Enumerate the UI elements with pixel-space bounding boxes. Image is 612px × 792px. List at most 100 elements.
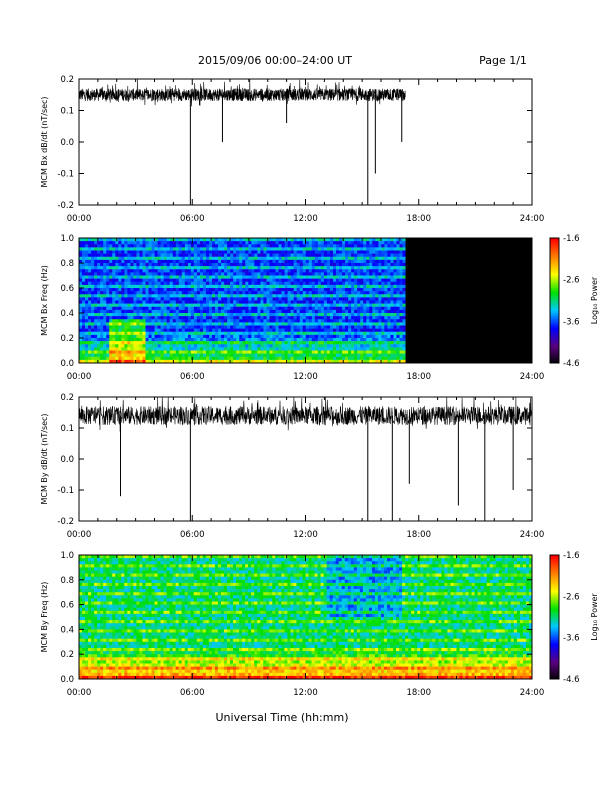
spectrogram-cell xyxy=(94,297,98,301)
spectrogram-cell xyxy=(287,558,291,562)
spectrogram-cell xyxy=(136,263,140,267)
spectrogram-cell xyxy=(342,350,346,354)
spectrogram-cell xyxy=(375,359,379,364)
spectrogram-cell xyxy=(139,259,143,264)
spectrogram-cell xyxy=(378,303,382,308)
spectrogram-cell xyxy=(242,341,246,345)
spectrogram-cell xyxy=(187,322,192,326)
spectrogram-cell xyxy=(357,353,361,358)
spectrogram-cell xyxy=(169,322,174,326)
spectrogram-cell xyxy=(272,313,276,317)
spectrogram-cell xyxy=(172,306,177,311)
spectrogram-cell xyxy=(82,344,86,348)
spectrogram-cell xyxy=(260,309,264,314)
spectrogram-cell xyxy=(342,284,346,289)
spectrogram-cell xyxy=(151,294,155,298)
spectrogram-cell xyxy=(257,555,261,559)
spectrogram-cell xyxy=(342,338,346,342)
spectrogram-cell xyxy=(336,288,340,292)
spectrogram-cell xyxy=(118,331,122,336)
spectrogram-cell xyxy=(266,316,270,320)
x-tick-label: 12:00 xyxy=(293,530,318,540)
spectrogram-cell xyxy=(100,275,104,279)
spectrogram-cell xyxy=(112,319,116,323)
spectrogram-cell xyxy=(284,350,288,354)
spectrogram-cell xyxy=(154,303,158,308)
spectrogram-cell xyxy=(211,555,216,559)
spectrogram-cell xyxy=(332,300,337,304)
spectrogram-cell xyxy=(293,325,297,329)
spectrogram-cell xyxy=(399,325,403,329)
spectrogram-cell xyxy=(233,288,237,292)
spectrogram-cell xyxy=(154,300,158,304)
spectrogram-cell xyxy=(100,238,104,242)
spectrogram-cell xyxy=(79,350,83,354)
spectrogram-cell xyxy=(399,238,403,242)
spectrogram-cell xyxy=(323,319,328,323)
spectrogram-cell xyxy=(281,313,285,317)
spectrogram-cell xyxy=(154,281,158,286)
spectrogram-cell xyxy=(332,353,337,358)
spectrogram-cell xyxy=(133,561,137,565)
spectrogram-cell xyxy=(384,269,388,273)
spectrogram-cell xyxy=(139,313,143,317)
spectrogram-cell xyxy=(187,303,192,308)
spectrogram-cell xyxy=(151,241,155,245)
spectrogram-cell xyxy=(278,356,282,361)
spectrogram-cell xyxy=(305,334,310,339)
spectrogram-cell xyxy=(202,272,207,276)
spectrogram-cell xyxy=(178,263,183,267)
spectrogram-cell xyxy=(320,309,325,314)
spectrogram-cell xyxy=(260,313,264,317)
colorbar-swatch xyxy=(550,344,559,347)
y-tick-label: -0.1 xyxy=(57,486,74,496)
spectrogram-cell xyxy=(305,300,310,304)
spectrogram-cell xyxy=(357,275,361,279)
spectrogram-cell xyxy=(224,338,228,342)
spectrogram-cell xyxy=(390,297,394,301)
spectrogram-cell xyxy=(390,316,394,320)
spectrogram-cell xyxy=(345,263,349,267)
spectrogram-cell xyxy=(290,241,294,245)
spectrogram-cell xyxy=(351,253,355,258)
spectrogram-cell xyxy=(121,306,125,311)
spectrogram-cell xyxy=(393,288,397,292)
spectrogram-cell xyxy=(272,281,276,286)
spectrogram-cell xyxy=(124,356,128,361)
spectrogram-cell xyxy=(214,555,219,559)
spectrogram-cell xyxy=(345,300,349,304)
spectrogram-cell xyxy=(193,328,198,333)
spectrogram-cell xyxy=(94,319,98,323)
spectrogram-cell xyxy=(106,322,110,326)
spectrogram-cell xyxy=(320,331,325,336)
spectrogram-cell xyxy=(242,253,246,258)
spectrogram-cell xyxy=(302,306,307,311)
spectrogram-cell xyxy=(118,344,122,348)
spectrogram-cell xyxy=(260,334,264,339)
spectrogram-cell xyxy=(342,269,346,273)
spectrogram-cell xyxy=(317,272,322,276)
spectrogram-cell xyxy=(227,288,231,292)
spectrogram-cell xyxy=(157,359,161,364)
spectrogram-cell xyxy=(236,331,240,336)
spectrogram-cell xyxy=(145,266,149,270)
spectrogram-cell xyxy=(157,272,161,276)
spectrogram-cell xyxy=(444,558,448,562)
spectrogram-cell xyxy=(115,297,119,301)
spectrogram-cell xyxy=(82,338,86,342)
spectrogram-cell xyxy=(212,350,216,354)
spectrogram-cell xyxy=(202,316,207,320)
spectrogram-cell xyxy=(202,325,207,329)
spectrogram-cell xyxy=(323,275,328,279)
spectrogram-cell xyxy=(381,281,385,286)
spectrogram-cell xyxy=(396,281,400,286)
spectrogram-cell xyxy=(88,341,92,345)
spectrogram-cell xyxy=(365,555,370,559)
spectrogram-cell xyxy=(121,555,125,559)
spectrogram-cell xyxy=(269,288,273,292)
spectrogram-cell xyxy=(193,359,198,364)
spectrogram-cell xyxy=(127,250,131,254)
spectrogram-cell xyxy=(323,356,328,361)
spectrogram-cell xyxy=(85,281,89,286)
spectrogram-cell xyxy=(221,275,225,279)
